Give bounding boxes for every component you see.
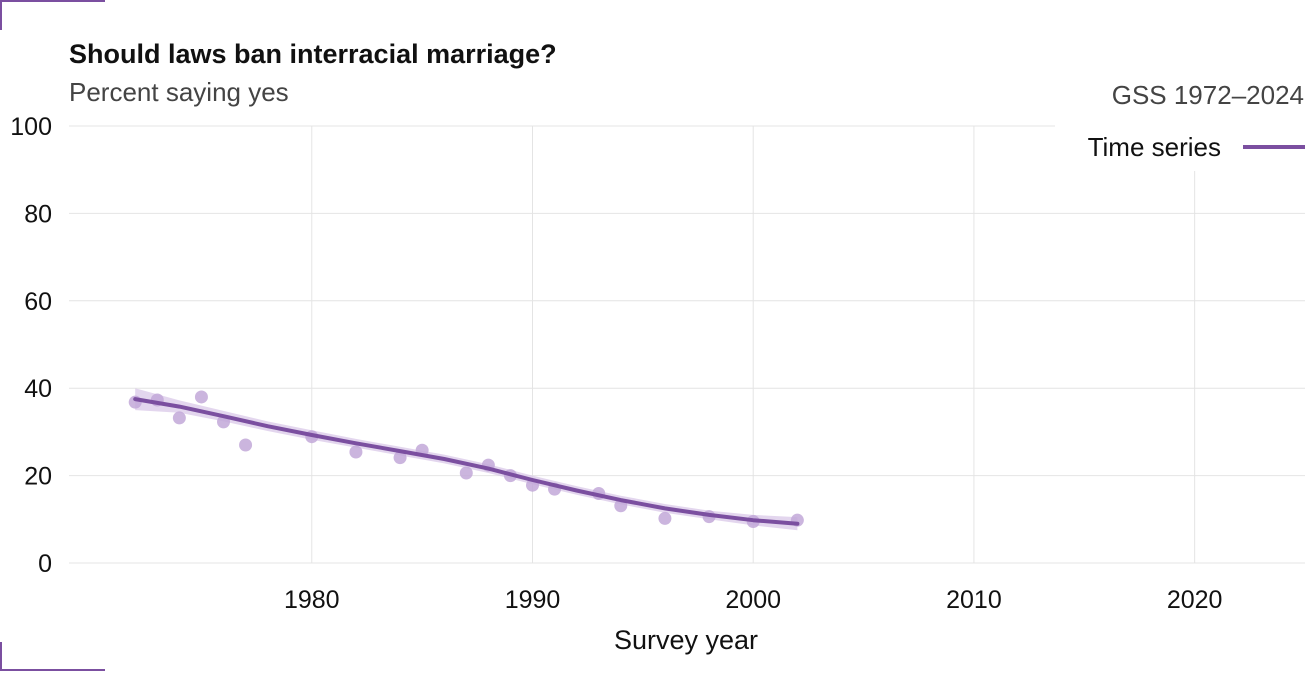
y-tick-label: 60 — [24, 288, 52, 316]
chart-subtitle: Percent saying yes — [69, 77, 289, 107]
data-point — [459, 466, 473, 480]
data-point — [194, 390, 208, 404]
corner-marks — [0, 0, 105, 671]
series-line — [133, 397, 800, 526]
x-tick-label: 2010 — [946, 586, 1002, 614]
y-axis-ticks: 0 20 40 60 80 100 — [10, 113, 52, 578]
data-point — [239, 438, 253, 452]
confidence-band-area — [135, 388, 798, 531]
grid — [69, 125, 1305, 564]
data-point — [658, 511, 672, 525]
legend-background — [1055, 76, 1305, 171]
x-tick-label: 2000 — [725, 586, 781, 614]
confidence-band — [135, 388, 798, 531]
chart-title: Should laws ban interracial marriage? — [69, 39, 557, 69]
x-tick-label: 1980 — [284, 586, 340, 614]
legend-title: GSS 1972–2024 — [1112, 80, 1304, 110]
data-point — [393, 451, 407, 465]
x-axis-ticks: 1980 1990 2000 2010 2020 — [284, 586, 1222, 614]
data-point — [172, 411, 186, 425]
y-tick-label: 40 — [24, 375, 52, 403]
y-tick-label: 20 — [24, 463, 52, 491]
y-tick-label: 80 — [24, 200, 52, 228]
x-tick-label: 1990 — [505, 586, 561, 614]
x-tick-label: 2020 — [1167, 586, 1223, 614]
data-points — [128, 390, 804, 528]
legend: GSS 1972–2024 Time series — [1055, 76, 1305, 171]
x-axis-title: Survey year — [614, 625, 758, 655]
corner-mark-bottom-left — [0, 642, 105, 671]
trend-line — [133, 397, 800, 526]
data-point — [349, 445, 363, 459]
y-tick-label: 100 — [10, 113, 52, 141]
corner-mark-top-left — [0, 0, 105, 30]
legend-label: Time series — [1088, 132, 1221, 162]
y-tick-label: 0 — [38, 550, 52, 578]
